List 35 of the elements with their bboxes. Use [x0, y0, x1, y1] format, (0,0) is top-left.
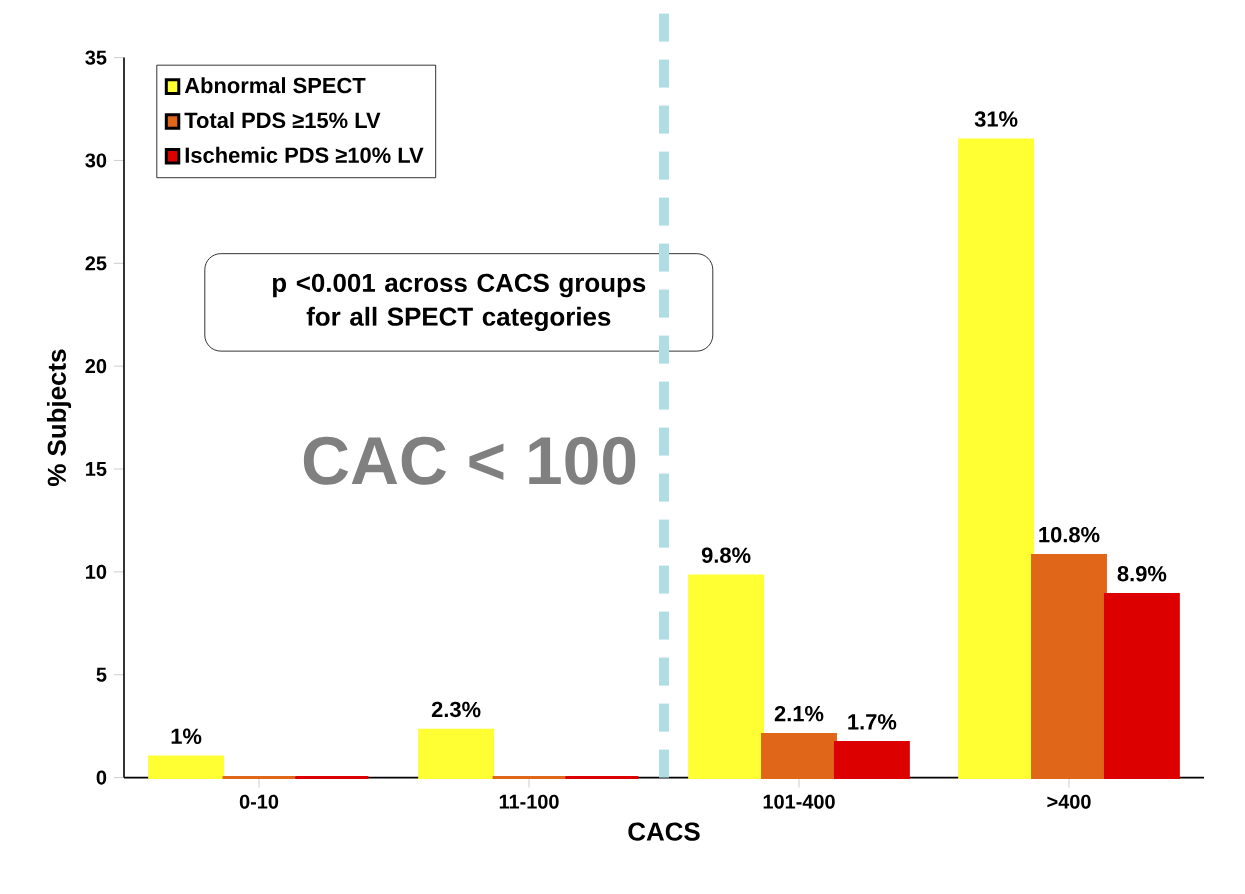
- y-tick-label: 10: [86, 565, 107, 580]
- bar: [1103, 593, 1180, 780]
- y-tick-label: 20: [85, 359, 107, 374]
- bar: [833, 741, 910, 780]
- data-label: 31%: [974, 111, 1018, 128]
- data-label: 8.9%: [1117, 566, 1167, 582]
- data-label: 1%: [171, 728, 202, 745]
- bar: [148, 755, 225, 780]
- bar: [418, 728, 495, 780]
- x-tick-label: 0-10: [239, 794, 279, 809]
- x-axis-title: CACS: [628, 822, 700, 841]
- annotation: CAC < 100: [303, 437, 636, 485]
- y-tick-label: 5: [96, 667, 107, 682]
- data-label: 9.8%: [701, 547, 751, 564]
- bar: [958, 138, 1035, 780]
- annotation: p <0.001 across CACS groups for all SPECT categories: [273, 273, 646, 332]
- bar: [1031, 554, 1107, 780]
- y-tick-label: 15: [86, 462, 107, 477]
- y-axis-title: % Subjects: [46, 349, 72, 487]
- legend-label: Abnormal SPECT: [184, 77, 366, 94]
- x-tick-label: 101-400: [763, 794, 835, 809]
- legend-label: Ischemic PDS ≥10% LV: [185, 147, 424, 164]
- y-tick-label: 35: [85, 50, 107, 65]
- y-tick-label: 25: [85, 256, 107, 271]
- x-tick-label: 11-100: [499, 794, 559, 809]
- bar: [688, 574, 765, 780]
- bar: [761, 733, 837, 780]
- y-tick-label: 30: [85, 153, 107, 168]
- data-label: 2.3%: [431, 701, 481, 718]
- data-label: 2.1%: [774, 706, 824, 722]
- y-tick-label: 0: [96, 770, 107, 785]
- x-tick-label: >400: [1047, 794, 1091, 809]
- data-label: 10.8%: [1039, 527, 1100, 543]
- data-label: 1.7%: [848, 714, 897, 730]
- legend-label: Total PDS ≥15% LV: [184, 112, 381, 129]
